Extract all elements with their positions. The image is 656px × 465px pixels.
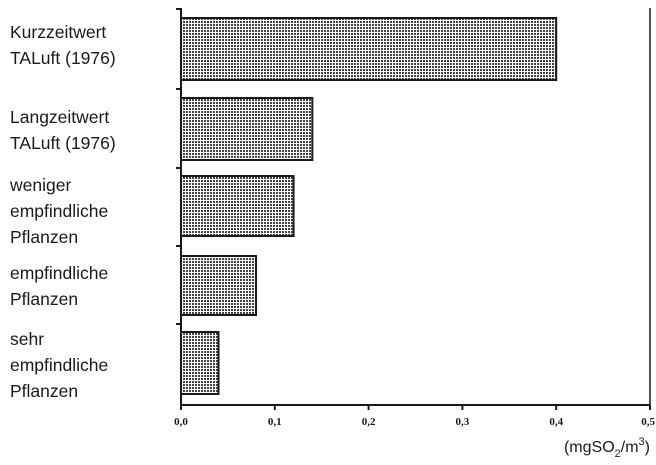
category-label: empfindliche Pflanzen xyxy=(10,263,108,309)
category-labels: Kurzzeitwert TALuft (1976) Langzeitwert TAL… xyxy=(9,22,116,401)
x-tick-label: 0,1 xyxy=(268,416,282,428)
axes-group xyxy=(176,8,651,406)
x-tick-label: 0,4 xyxy=(549,416,563,428)
x-tick-label: 0,5 xyxy=(641,416,655,428)
x-axis-unit-label: (mgSO2/m3) xyxy=(564,436,650,460)
category-label: sehr empfindliche Pflanzen xyxy=(10,329,108,401)
bar xyxy=(180,255,258,316)
bar xyxy=(180,175,295,237)
bars-group xyxy=(180,17,558,395)
x-tick-label: 0,0 xyxy=(174,416,188,428)
x-tick-label: 0,2 xyxy=(362,416,376,428)
x-tick-label: 0,3 xyxy=(456,416,470,428)
bar xyxy=(180,97,314,161)
bar xyxy=(180,331,220,395)
category-label: Langzeitwert TALuft (1976) xyxy=(10,107,116,153)
category-label: weniger empfindliche Pflanzen xyxy=(9,175,108,247)
bar xyxy=(180,17,558,81)
x-ticks-group: 0,0 0,1 0,2 0,3 0,4 0,5 xyxy=(174,405,656,428)
category-label: Kurzzeitwert TALuft (1976) xyxy=(10,22,116,68)
